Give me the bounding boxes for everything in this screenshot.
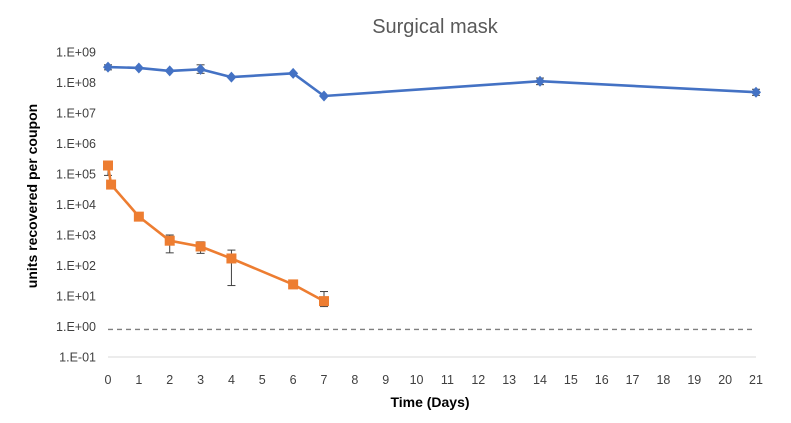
x-tick-label: 14 [533,373,547,387]
x-tick-label: 17 [626,373,640,387]
y-tick-label: 1.E+09 [56,46,96,60]
data-point [133,211,144,222]
y-tick-label: 1.E-01 [59,351,96,365]
x-tick-label: 10 [410,373,424,387]
data-point [195,241,206,252]
x-tick-label: 6 [290,373,297,387]
y-tick-label: 1.E+02 [56,259,96,273]
data-point [288,279,299,290]
data-point [288,67,299,79]
data-point [164,235,175,246]
x-tick-label: 1 [135,373,142,387]
data-point [226,71,237,83]
data-point [164,65,175,77]
x-tick-label: 15 [564,373,578,387]
series-line [106,165,325,303]
data-point [535,75,545,87]
x-axis-label: Time (Days) [390,394,469,410]
chart-title: Surgical mask [372,16,499,38]
x-tick-label: 16 [595,373,609,387]
axes: 1.E+09 1.E+08 1.E+07 1.E+06 1.E+05 1.E+04 1.E+… [56,46,763,388]
y-tick-label: 1.E+03 [56,229,96,243]
x-tick-label: 11 [441,373,454,387]
x-tick-label: 18 [656,373,670,387]
x-tick-label: 5 [259,373,266,387]
x-tick-label: 12 [471,373,485,387]
data-point [103,61,113,73]
y-axis-label: units recovered per coupon [24,104,40,288]
data-point [103,160,113,171]
y-tick-label: 1.E+07 [56,107,96,121]
data-point [226,253,237,264]
x-tick-label: 7 [321,373,328,387]
y-tick-label: 1.E+05 [56,168,96,182]
y-tick-label: 1.E+00 [56,320,96,334]
data-point [751,86,761,98]
data-point [195,63,206,75]
x-tick-label: 8 [351,373,358,387]
x-tick-label: 13 [502,373,516,387]
series-1 [103,61,761,102]
x-tick-label: 3 [197,373,204,387]
x-tick-label: 20 [718,373,732,387]
x-tick-label: 2 [166,373,173,387]
series-layer [103,61,761,308]
y-tick-label: 1.E+04 [56,198,96,212]
data-point [106,179,117,190]
data-point [319,90,329,102]
series-2 [103,160,329,308]
x-tick-label: 4 [228,373,235,387]
x-tick-label: 19 [687,373,701,387]
data-point [319,296,329,307]
y-tick-label: 1.E+01 [56,290,96,304]
y-tick-label: 1.E+08 [56,76,96,90]
y-tick-label: 1.E+06 [56,137,96,151]
data-point [133,62,144,74]
x-tick-label: 9 [382,373,389,387]
x-tick-label: 21 [749,373,763,387]
series-line [107,65,757,98]
x-tick-label: 0 [105,373,112,387]
